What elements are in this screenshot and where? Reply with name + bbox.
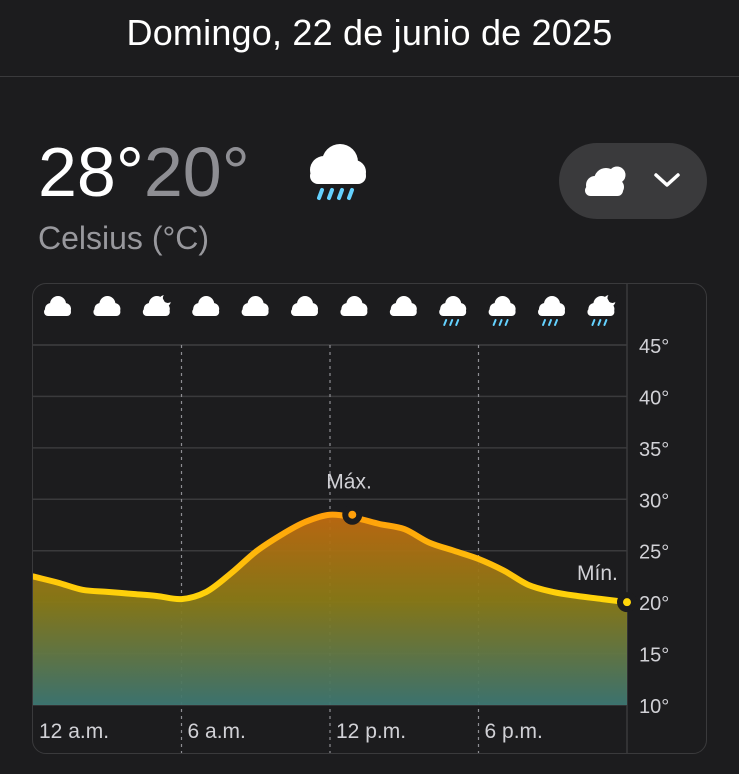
x-tick-label: 6 a.m. [188,720,246,743]
max-marker [348,510,357,519]
cloud-icon [44,296,71,316]
y-tick-label: 40° [639,387,669,409]
cloud-icon [291,296,318,316]
temperature-chart-card: 45° 40° 35° 30° 25° 20° 15° 10° 12 a.m. 6 a.m. 12 … [32,283,707,754]
temperature-summary: 28°20° [38,130,250,214]
cloud-rain-icon [538,296,565,326]
y-tick-label: 10° [639,696,669,718]
cloud-rain-icon [439,296,467,326]
cloud-moon-icon [142,293,173,316]
y-tick-label: 15° [639,645,669,667]
cloud-moon-rain-icon [587,293,618,326]
min-marker [623,598,631,607]
y-tick-label: 45° [639,336,669,358]
cloud-rain-icon [310,144,366,200]
max-label: Máx. [326,471,372,494]
chevron-down-icon [654,173,680,187]
y-tick-label: 30° [639,490,669,512]
cloud-partly-icon [585,163,629,196]
y-tick-label: 25° [639,542,669,564]
units-label: Celsius (°C) [38,220,210,256]
cloud-icon [192,296,220,316]
low-temperature: 20° [143,133,250,211]
cloud-icon [241,296,269,316]
cloud-icon [340,296,368,316]
date-title: Domingo, 22 de junio de 2025 [126,12,613,53]
min-label: Mín. [577,562,618,585]
high-temperature: 28° [38,133,144,211]
x-tick-label: 12 p.m. [336,720,406,743]
temperature-line [33,511,630,606]
cloud-icon [93,296,121,316]
y-tick-label: 35° [639,439,669,461]
x-tick-label: 6 p.m. [485,720,543,743]
temperature-area [33,514,627,705]
cloud-rain-icon [488,296,516,326]
temperature-chart: 45° 40° 35° 30° 25° 20° 15° 10° 12 a.m. 6 a.m. 12 … [33,284,669,753]
x-tick-label: 12 a.m. [39,720,109,743]
cloud-icon [389,296,417,316]
y-tick-label: 20° [639,593,669,615]
condition-selector-button[interactable] [559,143,707,219]
header-divider [0,76,739,77]
